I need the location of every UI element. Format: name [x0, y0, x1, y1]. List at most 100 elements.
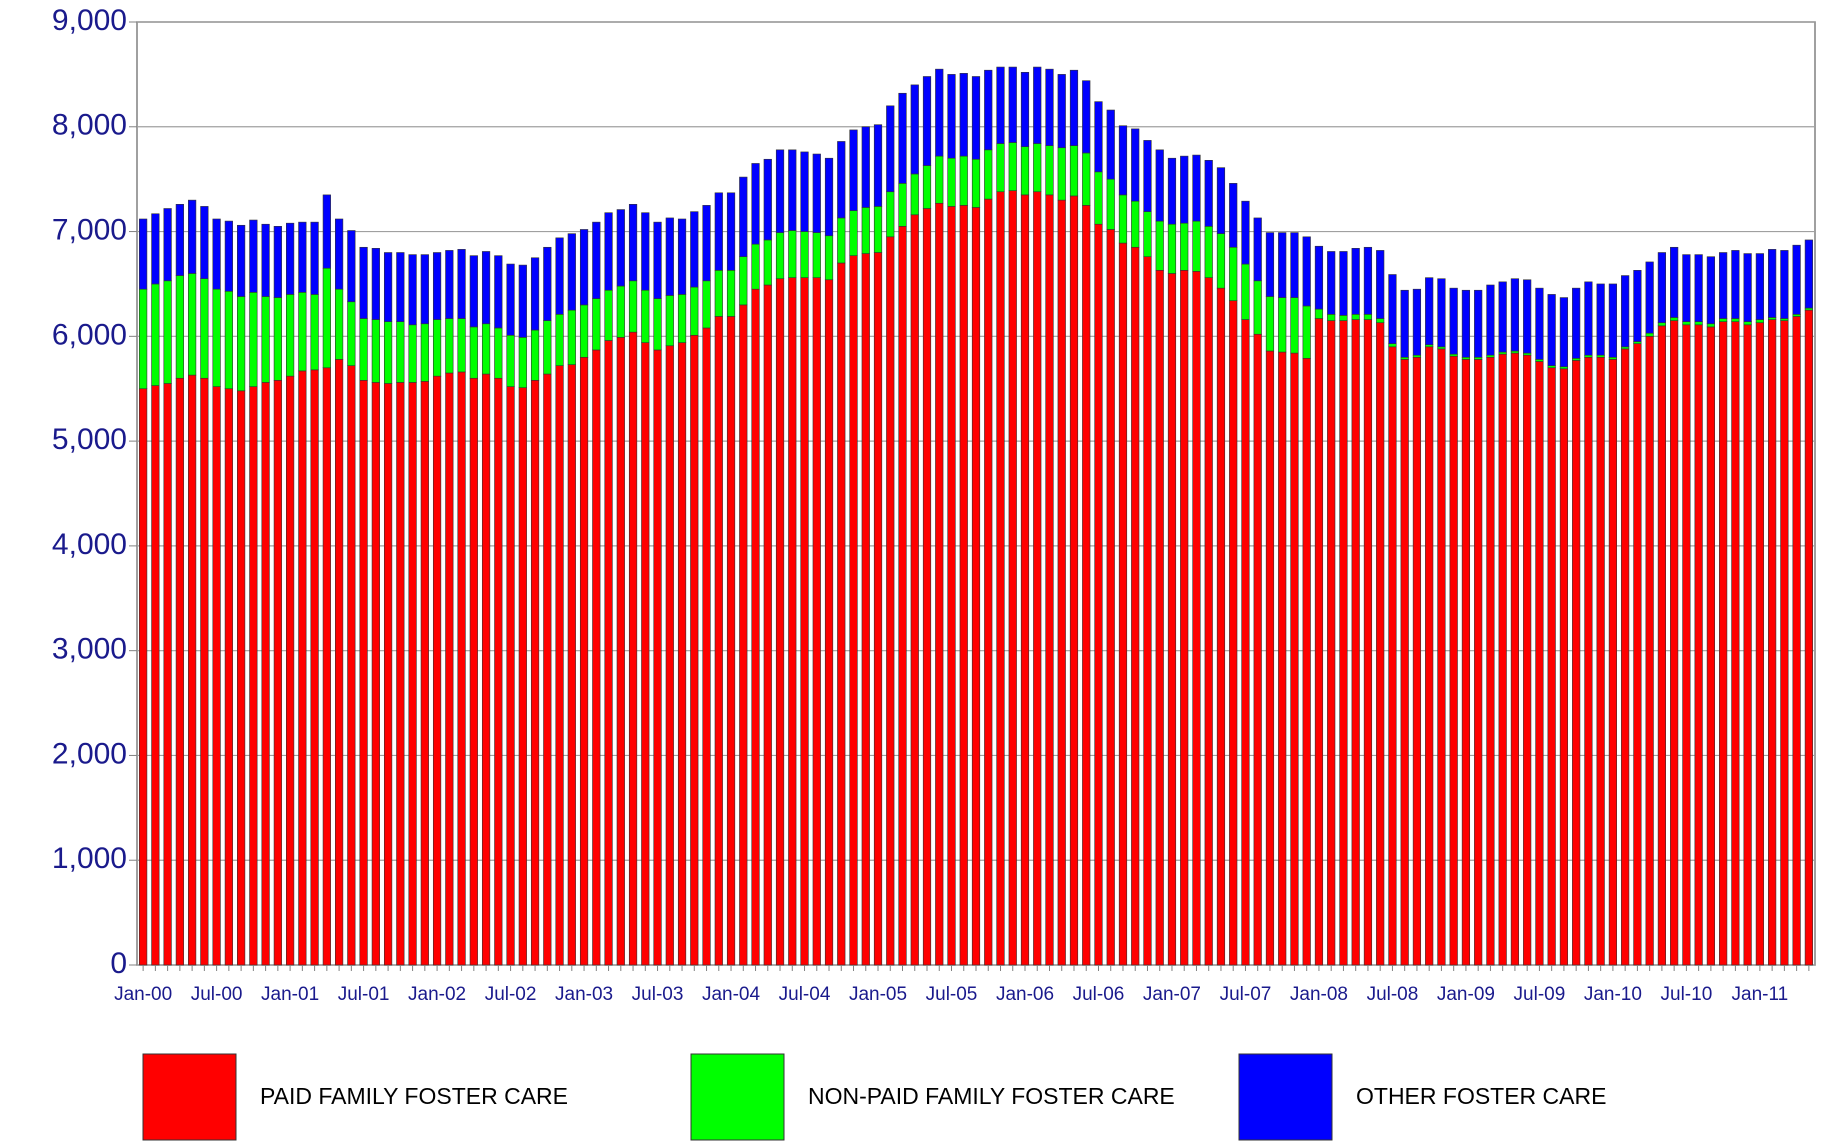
- bar-segment: [1167, 223, 1177, 274]
- bar-segment: [396, 252, 405, 322]
- x-tick-label: Jan-01: [261, 984, 319, 1005]
- bar-segment: [175, 377, 184, 966]
- bar-segment: [1106, 229, 1115, 966]
- bar-segment: [849, 210, 858, 256]
- bar-segment: [677, 218, 687, 295]
- bar-segment: [726, 270, 736, 317]
- bar-segment: [1020, 71, 1030, 147]
- bar-segment: [543, 246, 552, 321]
- bar-segment: [188, 273, 197, 376]
- y-tick-label: 1,000: [52, 842, 127, 875]
- bar-segment: [726, 192, 736, 271]
- bar-segment: [1192, 271, 1201, 966]
- bar-segment: [188, 199, 197, 274]
- bar-segment: [1645, 332, 1654, 337]
- bar-segment: [751, 288, 760, 966]
- bar-segment: [506, 386, 515, 966]
- bar-segment: [579, 356, 589, 966]
- bar-segment: [322, 267, 331, 369]
- bar-segment: [1608, 283, 1618, 358]
- bar-segment: [1572, 287, 1581, 359]
- bar-segment: [469, 326, 478, 379]
- bar-segment: [261, 223, 270, 297]
- bar-segment: [1400, 289, 1409, 358]
- bar-segment: [212, 386, 221, 966]
- bar-segment: [592, 221, 601, 299]
- bar-segment: [1706, 323, 1715, 328]
- bar-segment: [1743, 324, 1752, 966]
- bar-segment: [935, 202, 944, 966]
- bar-segment: [1755, 322, 1764, 966]
- bar-segment: [383, 252, 393, 322]
- bar-segment: [567, 233, 576, 311]
- bar-segment: [1363, 314, 1373, 320]
- bar-segment: [310, 369, 319, 966]
- bar-segment: [1792, 244, 1801, 315]
- bar-segment: [543, 320, 552, 375]
- bar-segment: [1253, 333, 1262, 966]
- bar-segment: [1020, 194, 1030, 966]
- bar-segment: [555, 365, 564, 966]
- bar-segment: [1278, 297, 1287, 353]
- bar-segment: [322, 194, 331, 269]
- bar-segment: [469, 377, 478, 966]
- bar-segment: [1008, 142, 1017, 191]
- bar-segment: [702, 280, 711, 329]
- bar-segment: [690, 334, 699, 966]
- bar-segment: [886, 105, 895, 193]
- bar-segment: [237, 390, 246, 966]
- bar-segment: [1253, 280, 1262, 335]
- bar-segment: [910, 173, 919, 216]
- bar-segment: [1241, 200, 1250, 265]
- bar-segment: [163, 208, 172, 282]
- bar-segment: [1657, 252, 1666, 324]
- bar-segment: [261, 382, 270, 966]
- bar-segment: [286, 375, 295, 966]
- bar-segment: [616, 285, 625, 338]
- bar-segment: [530, 380, 540, 966]
- bar-segment: [1008, 66, 1017, 143]
- bar-segment: [1486, 356, 1495, 966]
- legend-label: OTHER FOSTER CARE: [1356, 1083, 1606, 1109]
- bar-segment: [1425, 344, 1434, 348]
- bar-segment: [579, 229, 589, 306]
- bar-segment: [555, 237, 564, 315]
- bar-segment: [1376, 318, 1385, 324]
- bar-segment: [1510, 352, 1520, 966]
- bar-segment: [273, 226, 282, 298]
- bar-segment: [800, 151, 809, 232]
- bar-segment: [432, 375, 442, 966]
- bar-segment: [739, 176, 748, 258]
- bar-segment: [457, 371, 466, 966]
- bar-segment: [445, 250, 454, 319]
- bar-segment: [1461, 289, 1471, 358]
- bar-segment: [861, 207, 870, 254]
- bar-segment: [824, 279, 834, 966]
- bar-segment: [1339, 320, 1348, 966]
- bar-segment: [653, 221, 662, 299]
- bar-segment: [677, 294, 687, 343]
- bar-segment: [445, 318, 454, 374]
- bar-segment: [579, 304, 589, 358]
- bar-segment: [1743, 253, 1752, 322]
- x-tick-label: Jan-03: [555, 984, 613, 1005]
- bar-segment: [800, 231, 809, 278]
- bar-segment: [1216, 287, 1226, 966]
- bar-segment: [200, 377, 209, 966]
- bar-segment: [1192, 154, 1201, 222]
- bar-segment: [1449, 353, 1458, 357]
- bar-segment: [812, 277, 821, 966]
- y-tick-label: 4,000: [52, 528, 127, 561]
- bar-segment: [224, 388, 233, 966]
- bar-segment: [604, 289, 613, 341]
- bar-segment: [249, 386, 258, 966]
- bar-segment: [200, 278, 209, 379]
- bar-segment: [1131, 246, 1140, 966]
- bar-segment: [861, 126, 870, 208]
- bar-segment: [690, 211, 699, 288]
- bar-segment: [1596, 356, 1605, 966]
- bar-segment: [334, 288, 344, 360]
- x-tick-label: Jul-04: [779, 984, 831, 1005]
- bar-segment: [1180, 155, 1189, 224]
